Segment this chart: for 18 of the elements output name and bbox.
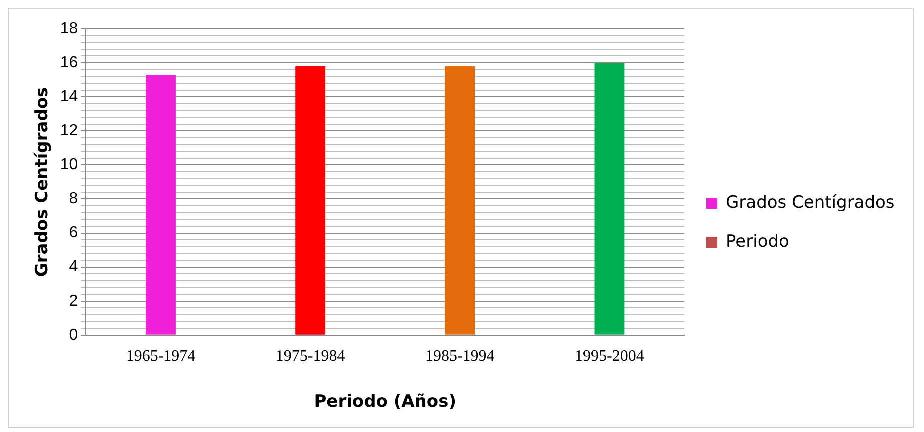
y-tick-label: 16 <box>60 54 78 72</box>
y-tick-label: 14 <box>60 88 78 106</box>
y-tick-label: 4 <box>69 258 78 276</box>
x-axis-title: Periodo (Años) <box>314 392 456 412</box>
y-tick-label: 18 <box>60 20 78 38</box>
x-tick-label: 1975-1984 <box>276 348 346 366</box>
x-tick-label: 1995-2004 <box>575 348 644 366</box>
y-axis-title: Grados Centígrados <box>32 87 53 278</box>
legend-label: Periodo <box>726 232 790 252</box>
y-tick-label: 12 <box>60 122 78 140</box>
y-tick-label: 6 <box>69 224 78 242</box>
y-tick-label: 8 <box>69 190 78 208</box>
legend-label: Grados Centígrados <box>726 192 895 213</box>
x-tick-label: 1985-1994 <box>425 348 495 366</box>
x-tick-label: 1965-1974 <box>126 348 196 366</box>
y-tick-label: 10 <box>60 156 78 174</box>
y-tick-label: 2 <box>69 292 78 310</box>
y-tick-label: 0 <box>69 326 78 344</box>
